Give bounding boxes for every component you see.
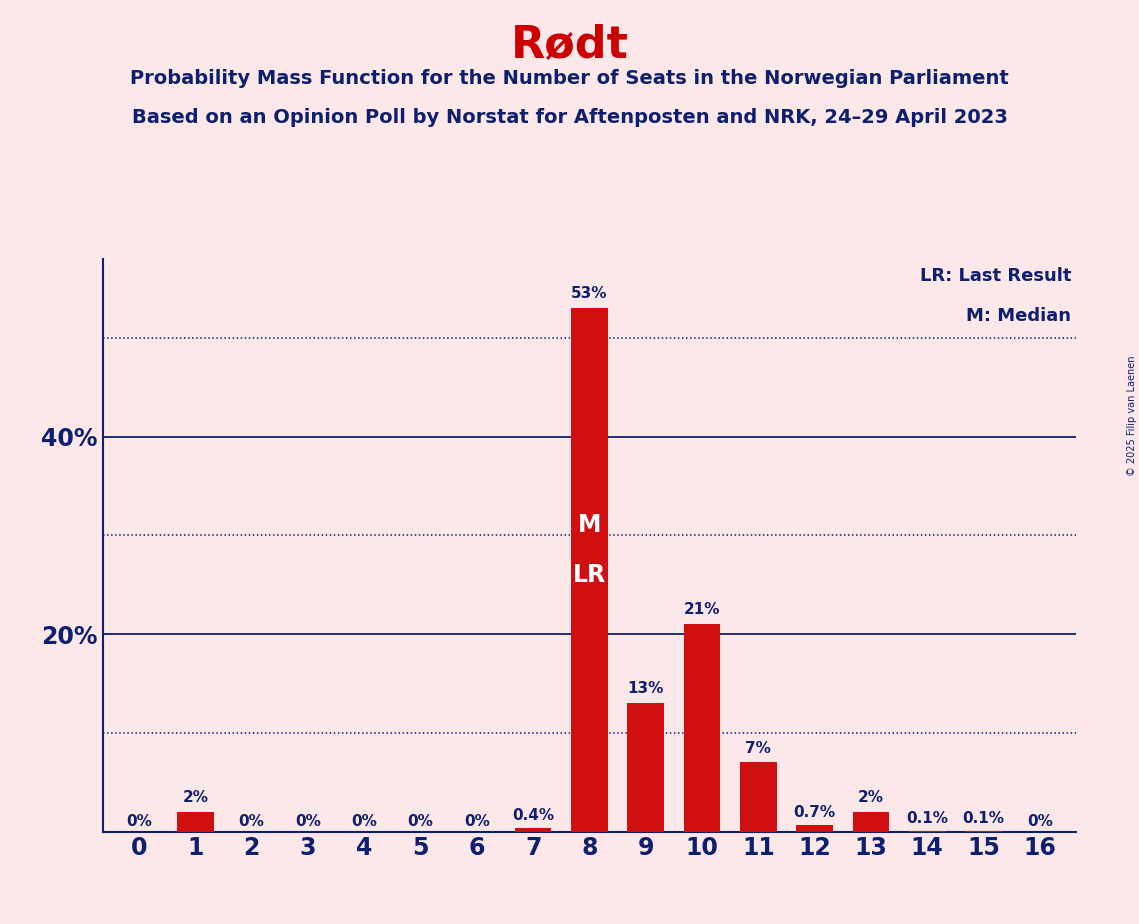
Text: 0%: 0% bbox=[126, 814, 151, 829]
Bar bbox=[177, 812, 214, 832]
Text: 0.1%: 0.1% bbox=[907, 810, 948, 826]
Text: 7%: 7% bbox=[745, 740, 771, 756]
Text: LR: Last Result: LR: Last Result bbox=[920, 267, 1072, 286]
Bar bbox=[571, 308, 608, 832]
Bar bbox=[909, 831, 945, 832]
Text: 2%: 2% bbox=[858, 790, 884, 805]
Text: 21%: 21% bbox=[683, 602, 720, 617]
Text: 0%: 0% bbox=[408, 814, 434, 829]
Bar bbox=[853, 812, 890, 832]
Text: 0%: 0% bbox=[295, 814, 321, 829]
Text: LR: LR bbox=[573, 563, 606, 587]
Text: M: Median: M: Median bbox=[967, 308, 1072, 325]
Text: 2%: 2% bbox=[182, 790, 208, 805]
Bar bbox=[796, 825, 833, 832]
Text: 0.1%: 0.1% bbox=[962, 810, 1005, 826]
Bar bbox=[683, 625, 720, 832]
Text: Rødt: Rødt bbox=[510, 23, 629, 67]
Text: Probability Mass Function for the Number of Seats in the Norwegian Parliament: Probability Mass Function for the Number… bbox=[130, 69, 1009, 89]
Text: 0%: 0% bbox=[1027, 814, 1052, 829]
Text: M: M bbox=[577, 514, 601, 538]
Text: 53%: 53% bbox=[571, 286, 608, 301]
Text: 0%: 0% bbox=[464, 814, 490, 829]
Text: 0%: 0% bbox=[239, 814, 264, 829]
Text: 0%: 0% bbox=[351, 814, 377, 829]
Text: 13%: 13% bbox=[628, 681, 664, 697]
Bar bbox=[965, 831, 1002, 832]
Bar bbox=[515, 828, 551, 832]
Text: 0.4%: 0.4% bbox=[513, 808, 555, 822]
Text: © 2025 Filip van Laenen: © 2025 Filip van Laenen bbox=[1126, 356, 1137, 476]
Bar bbox=[740, 762, 777, 832]
Bar bbox=[628, 703, 664, 832]
Text: 0.7%: 0.7% bbox=[794, 805, 836, 820]
Text: Based on an Opinion Poll by Norstat for Aftenposten and NRK, 24–29 April 2023: Based on an Opinion Poll by Norstat for … bbox=[132, 108, 1007, 128]
